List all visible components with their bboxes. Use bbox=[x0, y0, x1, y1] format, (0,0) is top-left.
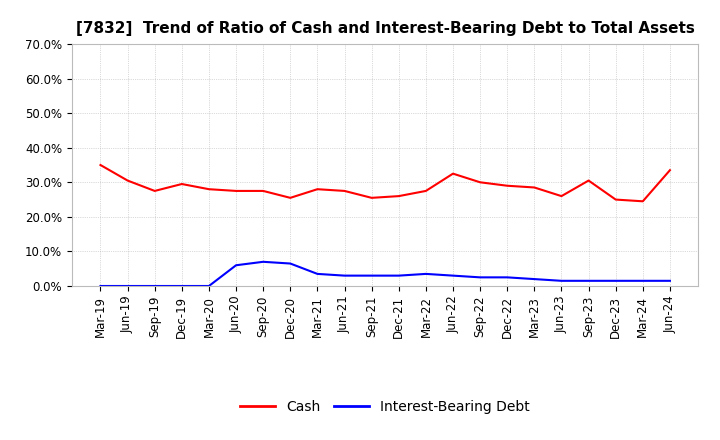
Cash bbox=[665, 168, 674, 173]
Interest-Bearing Debt bbox=[584, 278, 593, 283]
Interest-Bearing Debt bbox=[96, 283, 105, 289]
Cash bbox=[150, 188, 159, 194]
Cash bbox=[421, 188, 430, 194]
Cash bbox=[367, 195, 376, 201]
Interest-Bearing Debt bbox=[232, 263, 240, 268]
Cash bbox=[313, 187, 322, 192]
Interest-Bearing Debt bbox=[476, 275, 485, 280]
Cash bbox=[395, 194, 403, 199]
Interest-Bearing Debt bbox=[341, 273, 349, 278]
Cash bbox=[96, 162, 105, 168]
Interest-Bearing Debt bbox=[530, 276, 539, 282]
Cash bbox=[557, 194, 566, 199]
Cash bbox=[178, 181, 186, 187]
Cash bbox=[204, 187, 213, 192]
Interest-Bearing Debt bbox=[286, 261, 294, 266]
Interest-Bearing Debt bbox=[611, 278, 620, 283]
Interest-Bearing Debt bbox=[313, 271, 322, 277]
Cash bbox=[503, 183, 511, 188]
Interest-Bearing Debt bbox=[204, 283, 213, 289]
Interest-Bearing Debt bbox=[123, 283, 132, 289]
Cash bbox=[341, 188, 349, 194]
Legend: Cash, Interest-Bearing Debt: Cash, Interest-Bearing Debt bbox=[235, 395, 536, 420]
Cash bbox=[476, 180, 485, 185]
Line: Interest-Bearing Debt: Interest-Bearing Debt bbox=[101, 262, 670, 286]
Line: Cash: Cash bbox=[101, 165, 670, 202]
Interest-Bearing Debt bbox=[639, 278, 647, 283]
Interest-Bearing Debt bbox=[395, 273, 403, 278]
Cash bbox=[584, 178, 593, 183]
Interest-Bearing Debt bbox=[259, 259, 268, 264]
Interest-Bearing Debt bbox=[449, 273, 457, 278]
Cash bbox=[232, 188, 240, 194]
Title: [7832]  Trend of Ratio of Cash and Interest-Bearing Debt to Total Assets: [7832] Trend of Ratio of Cash and Intere… bbox=[76, 21, 695, 36]
Interest-Bearing Debt bbox=[178, 283, 186, 289]
Interest-Bearing Debt bbox=[665, 278, 674, 283]
Interest-Bearing Debt bbox=[150, 283, 159, 289]
Interest-Bearing Debt bbox=[557, 278, 566, 283]
Cash bbox=[639, 199, 647, 204]
Cash bbox=[259, 188, 268, 194]
Cash bbox=[286, 195, 294, 201]
Cash bbox=[123, 178, 132, 183]
Interest-Bearing Debt bbox=[503, 275, 511, 280]
Cash bbox=[530, 185, 539, 190]
Cash bbox=[449, 171, 457, 176]
Cash bbox=[611, 197, 620, 202]
Interest-Bearing Debt bbox=[421, 271, 430, 277]
Interest-Bearing Debt bbox=[367, 273, 376, 278]
